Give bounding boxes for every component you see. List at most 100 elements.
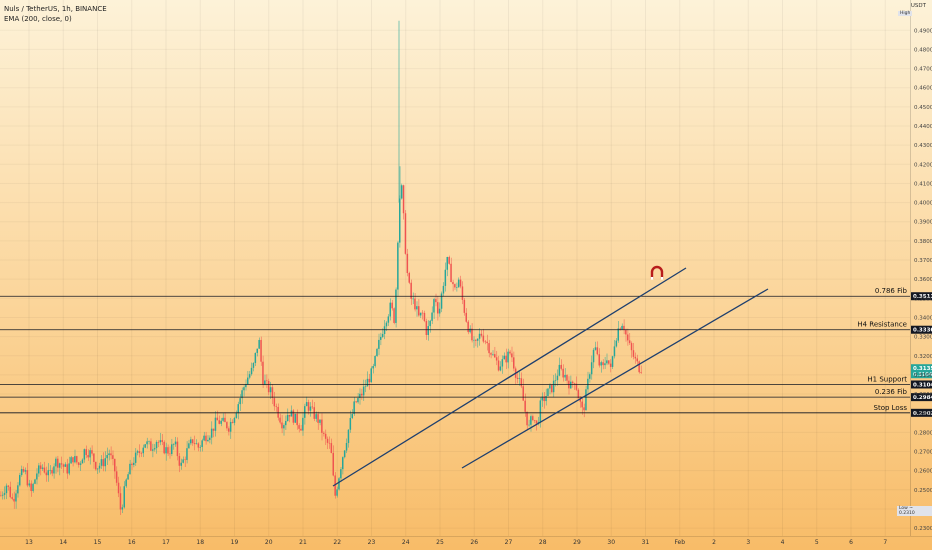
candle-body: [258, 339, 260, 349]
candle-body: [459, 279, 462, 287]
candle-body: [203, 435, 205, 441]
level-price-tag: [911, 292, 932, 301]
candle-body: [9, 486, 11, 498]
candle-body: [237, 404, 239, 414]
candle-body: [134, 452, 137, 463]
price-axis[interactable]: 0.4900 0.4800 0.4700 0.4600 0.4500 0.4400 0.43…: [910, 0, 932, 536]
candle-body: [85, 449, 87, 456]
candle-body: [362, 386, 365, 396]
price-tick-label: 0.3800: [914, 239, 932, 245]
candle-body: [414, 298, 416, 310]
candle-body: [28, 483, 30, 486]
low-tag: Low ~ 0.2310: [897, 506, 932, 516]
candle-body: [518, 378, 521, 379]
candle-body: [571, 381, 574, 384]
price-tick-label: 0.3600: [914, 277, 932, 283]
candle-body: [157, 442, 160, 443]
price-tick-label: 0.3200: [914, 354, 932, 360]
candle-body: [406, 253, 409, 274]
candle-body: [374, 355, 376, 367]
candle-body: [49, 469, 51, 471]
time-tick-label: 29: [573, 539, 581, 546]
candle-body: [494, 354, 496, 358]
candle-body: [625, 330, 627, 335]
candle-body: [598, 354, 600, 366]
candle-body: [315, 414, 317, 419]
candle-body: [551, 385, 553, 393]
candle-body: [326, 438, 329, 443]
candle-body: [60, 463, 63, 465]
candle-body: [446, 256, 448, 270]
candle-body: [256, 348, 258, 353]
time-tick-label: 26: [470, 539, 478, 546]
candle-body: [32, 483, 34, 492]
candle-body: [153, 448, 156, 450]
candle-body: [309, 406, 312, 411]
candle-body: [332, 452, 334, 476]
candle-body: [456, 287, 458, 288]
candle-body: [421, 312, 424, 314]
candle-body: [412, 298, 414, 300]
candle-body: [93, 453, 95, 462]
candle-body: [45, 472, 48, 476]
candle-body: [13, 498, 15, 502]
candle-body: [22, 469, 25, 472]
candle-body: [110, 453, 112, 456]
time-tick-label: 21: [299, 539, 307, 546]
candle-body: [138, 451, 141, 454]
candle-body: [606, 360, 608, 364]
price-tick-label: 0.4200: [914, 162, 932, 168]
time-tick-label: 5: [815, 539, 819, 546]
candle-body: [26, 470, 29, 486]
candle-body: [425, 320, 428, 336]
candle-body: [340, 469, 342, 479]
candle-body: [372, 366, 374, 369]
candle-body: [573, 383, 576, 384]
price-tick-label: 0.4300: [914, 143, 932, 149]
candle-body: [133, 462, 135, 465]
candle-body: [429, 320, 431, 327]
candle-body: [283, 425, 285, 429]
candle-body: [628, 340, 631, 344]
candle-body: [533, 420, 536, 421]
candle-body: [53, 466, 55, 474]
level-price-tag-text: 0.2984: [913, 395, 932, 401]
candle-body: [214, 417, 217, 431]
time-tick-label: 27: [505, 539, 513, 546]
price-tick-label: 0.4400: [914, 124, 932, 130]
candle-body: [288, 414, 291, 417]
candle-body: [604, 363, 606, 366]
candle-body: [545, 396, 547, 402]
time-tick-label: Feb: [674, 539, 685, 546]
candle-body: [391, 302, 393, 309]
candle-body: [590, 362, 593, 375]
candle-body: [243, 387, 245, 391]
candle-body: [260, 339, 262, 362]
candle-body: [298, 425, 300, 429]
price-tick-label: 0.2500: [914, 488, 932, 494]
candle-body: [248, 374, 251, 378]
candle-body: [608, 360, 610, 364]
trend-channel: [332, 267, 769, 487]
time-tick-label: 17: [162, 539, 170, 546]
time-tick-label: 16: [128, 539, 136, 546]
candle-body: [222, 417, 224, 421]
candle-body: [174, 441, 177, 445]
candle-body: [123, 486, 125, 508]
candle-body: [640, 372, 642, 373]
candle-body: [440, 293, 443, 309]
time-axis[interactable]: 13 14 15 16 17 18 19 20 21 22 23 24 25 26 27 28 29 30 31 Fe…: [0, 536, 932, 547]
candle-body: [476, 338, 479, 341]
candle-body: [19, 475, 21, 486]
candle-body: [207, 439, 209, 442]
candle-body: [1, 494, 4, 496]
candle-body: [58, 463, 61, 468]
candle-body: [55, 458, 57, 467]
candle-body: [79, 463, 82, 465]
candle-body: [395, 289, 397, 323]
magnet-icon[interactable]: [650, 265, 664, 280]
candle-body: [171, 444, 173, 455]
candle-body: [161, 440, 163, 442]
candle-body: [0, 495, 2, 497]
